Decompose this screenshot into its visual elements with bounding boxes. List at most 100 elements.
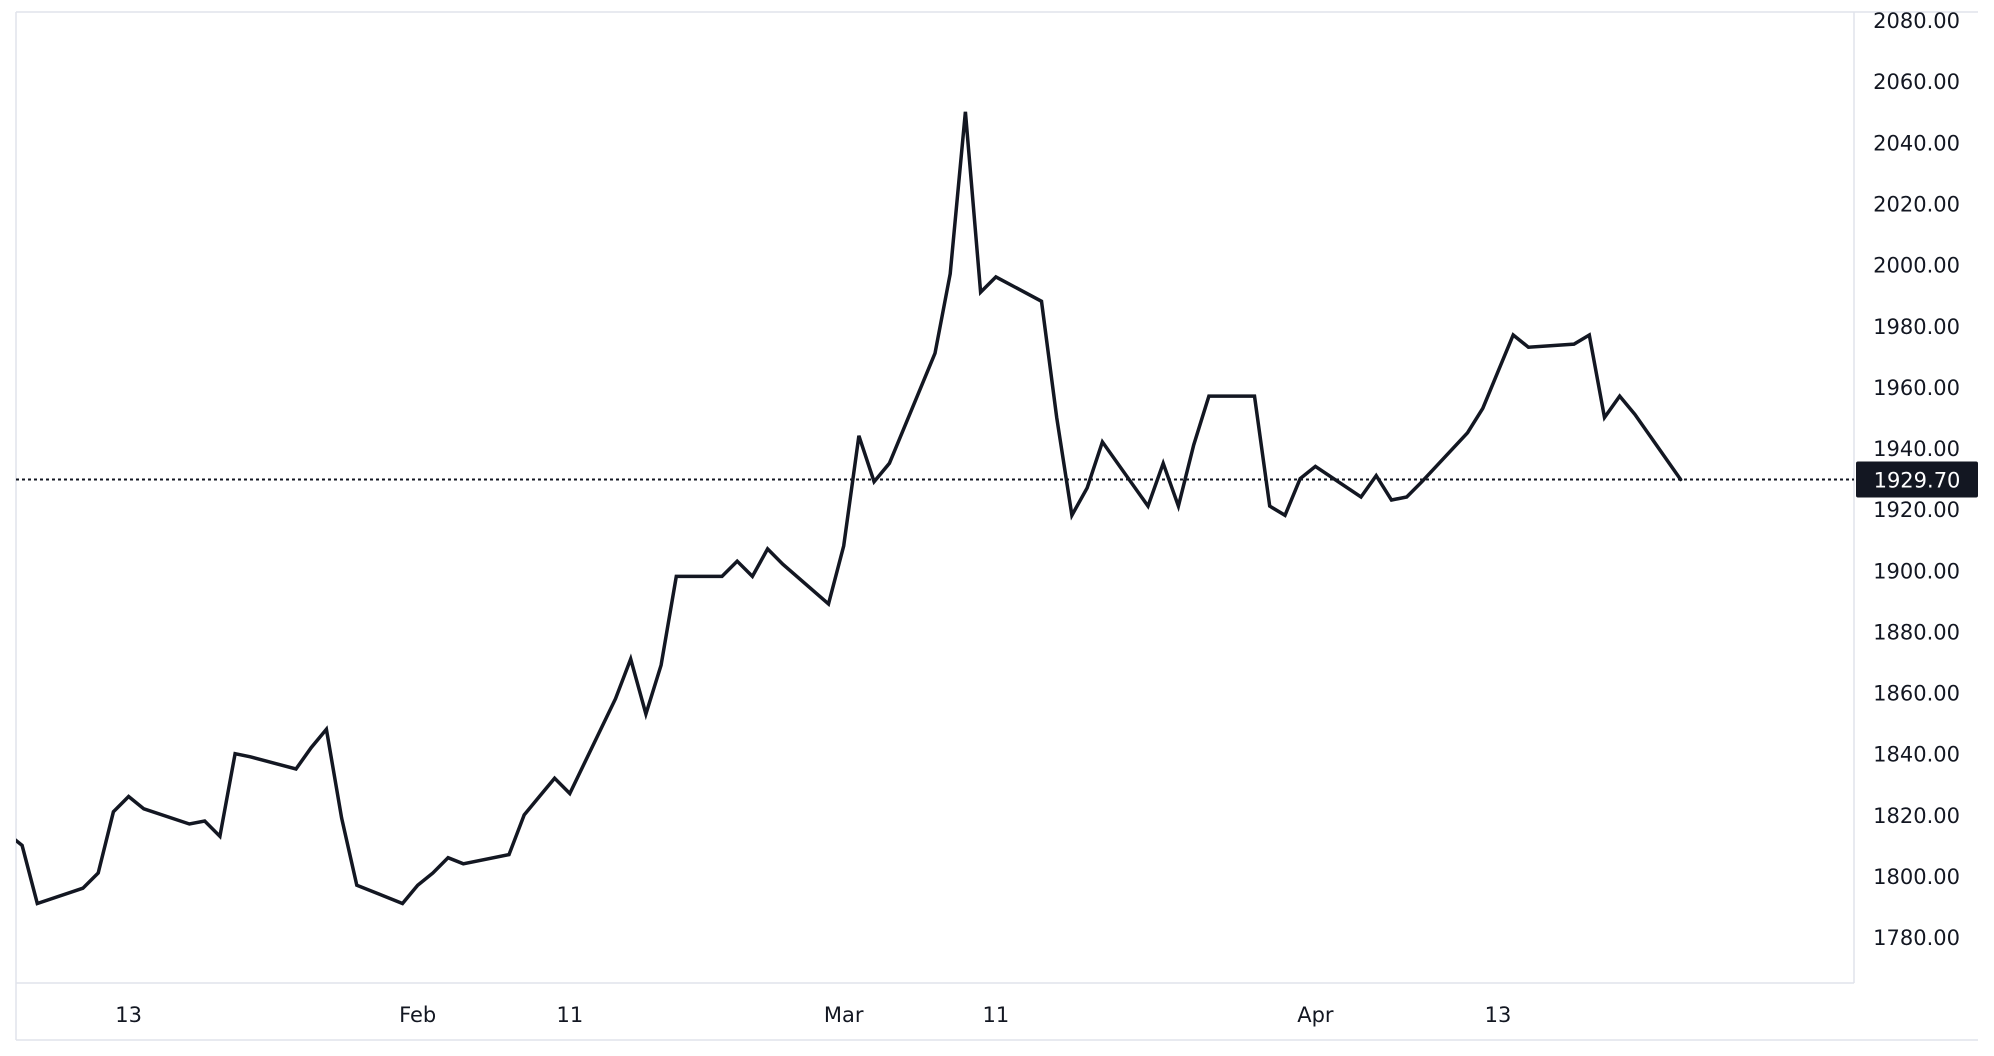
chart-frame <box>15 11 1978 1041</box>
x-tick-label: 13 <box>115 1003 142 1027</box>
y-tick-label: 2080.00 <box>1873 9 1960 33</box>
data-point <box>1192 443 1196 447</box>
data-point <box>750 574 754 578</box>
data-point <box>446 856 450 860</box>
data-point <box>81 886 85 890</box>
last-price-label: 1929.70 <box>1874 469 1961 493</box>
data-point <box>233 752 237 756</box>
data-point <box>1055 416 1059 420</box>
data-point <box>842 544 846 548</box>
data-point <box>461 862 465 866</box>
data-point <box>309 746 313 750</box>
x-tick-label: Feb <box>399 1003 436 1027</box>
data-point <box>294 767 298 771</box>
data-point <box>979 290 983 294</box>
x-tick-label: Apr <box>1297 1003 1334 1027</box>
last-price-tag <box>1856 461 1978 498</box>
data-point <box>127 795 131 799</box>
data-point <box>1587 333 1591 337</box>
data-point <box>933 351 937 355</box>
data-point <box>674 574 678 578</box>
data-point <box>1603 416 1607 420</box>
x-axis: 202213Feb11Mar11Apr13 <box>115 1003 1512 1027</box>
last-price-layer: 1929.70 <box>16 461 1978 498</box>
data-point <box>1268 504 1272 508</box>
data-point <box>35 902 39 906</box>
y-tick-label: 2060.00 <box>1873 70 1960 94</box>
data-point <box>1085 486 1089 490</box>
data-point <box>887 461 891 465</box>
data-point <box>340 816 344 820</box>
data-point <box>248 755 252 759</box>
data-point <box>1146 504 1150 508</box>
y-tick-label: 2020.00 <box>1873 193 1960 217</box>
data-point <box>5 831 9 835</box>
data-point <box>1070 513 1074 517</box>
data-point <box>1253 394 1257 398</box>
x-tick-label: 11 <box>982 1003 1009 1027</box>
data-point <box>522 813 526 817</box>
x-tick-label: 11 <box>556 1003 583 1027</box>
data-point <box>142 807 146 811</box>
x-tick-label: 13 <box>1485 1003 1512 1027</box>
data-point <box>963 110 967 114</box>
y-tick-label: 1780.00 <box>1873 926 1960 950</box>
y-tick-label: 1820.00 <box>1873 804 1960 828</box>
y-tick-label: 1960.00 <box>1873 376 1960 400</box>
data-point <box>720 574 724 578</box>
data-point <box>629 657 633 661</box>
y-tick-label: 1800.00 <box>1873 865 1960 889</box>
data-point <box>644 712 648 716</box>
data-point <box>1633 412 1637 416</box>
data-point <box>1390 498 1394 502</box>
y-axis: 1780.00 1800.00 1820.00 1840.00 1860.00 1880.… <box>1873 9 1960 950</box>
y-tick-label: 1980.00 <box>1873 315 1960 339</box>
y-tick-label: 1880.00 <box>1873 620 1960 644</box>
data-point <box>1161 461 1165 465</box>
y-tick-label: 1940.00 <box>1873 437 1960 461</box>
data-point <box>614 697 618 701</box>
data-point <box>1496 370 1500 374</box>
data-point <box>416 883 420 887</box>
data-point <box>1100 440 1104 444</box>
y-tick-label: 2040.00 <box>1873 131 1960 155</box>
data-point <box>1466 431 1470 435</box>
series-layer <box>5 110 1683 906</box>
data-point <box>1405 495 1409 499</box>
data-point <box>431 871 435 875</box>
data-point <box>355 883 359 887</box>
data-point <box>1572 342 1576 346</box>
data-point <box>1481 406 1485 410</box>
data-point <box>568 792 572 796</box>
data-point <box>1176 504 1180 508</box>
data-point <box>324 727 328 731</box>
data-point <box>96 871 100 875</box>
data-point <box>203 819 207 823</box>
data-point <box>1374 474 1378 478</box>
data-point <box>507 853 511 857</box>
y-tick-label: 1900.00 <box>1873 559 1960 583</box>
data-point <box>659 663 663 667</box>
data-point <box>948 272 952 276</box>
data-point <box>1283 513 1287 517</box>
y-tick-label: 2000.00 <box>1873 254 1960 278</box>
data-point <box>1040 299 1044 303</box>
data-point <box>1359 495 1363 499</box>
data-point <box>1526 345 1530 349</box>
data-point <box>994 275 998 279</box>
x-tick-label: Mar <box>824 1003 864 1027</box>
data-point <box>857 434 861 438</box>
data-point <box>401 902 405 906</box>
data-point <box>827 602 831 606</box>
series-line-0 <box>16 111 1683 906</box>
y-tick-label: 1920.00 <box>1873 498 1960 522</box>
data-point <box>781 562 785 566</box>
data-point <box>20 843 24 847</box>
data-point <box>111 810 115 814</box>
data-point <box>553 776 557 780</box>
data-point <box>1313 464 1317 468</box>
data-point <box>766 547 770 551</box>
y-tick-label: 1860.00 <box>1873 682 1960 706</box>
data-point <box>1207 394 1211 398</box>
